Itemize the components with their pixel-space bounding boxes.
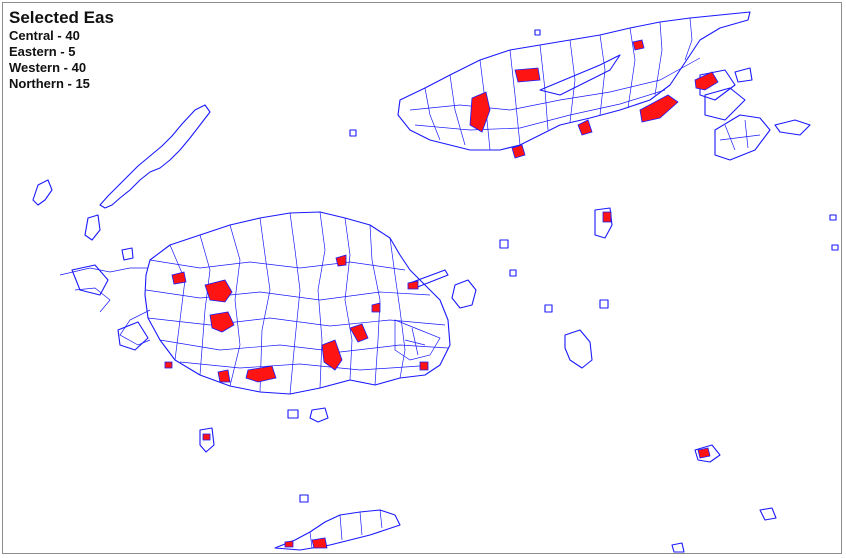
island-yasawa-group: [32, 104, 211, 261]
island-viti-levu: [59, 211, 451, 395]
legend-item-western: Western - 40: [9, 60, 87, 75]
island-lau-group: [299, 29, 839, 553]
legend: Selected Eas Central - 40 Eastern - 5 We…: [9, 8, 114, 92]
island-kadavu: [199, 407, 401, 551]
legend-item-central: Central - 40: [9, 28, 80, 43]
legend-item-northern: Northern - 15: [9, 76, 90, 91]
legend-item-eastern: Eastern - 5: [9, 44, 76, 59]
legend-title: Selected Eas: [9, 8, 114, 27]
island-vanua-levu: [397, 11, 811, 161]
